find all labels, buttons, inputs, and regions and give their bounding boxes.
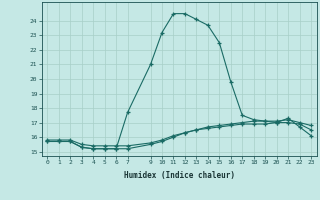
- X-axis label: Humidex (Indice chaleur): Humidex (Indice chaleur): [124, 171, 235, 180]
